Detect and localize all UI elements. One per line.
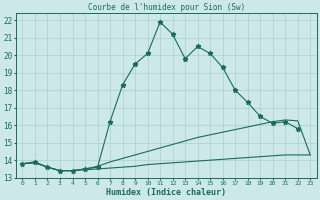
X-axis label: Humidex (Indice chaleur): Humidex (Indice chaleur) bbox=[106, 188, 226, 197]
Title: Courbe de l'humidex pour Sion (Sw): Courbe de l'humidex pour Sion (Sw) bbox=[88, 3, 245, 12]
